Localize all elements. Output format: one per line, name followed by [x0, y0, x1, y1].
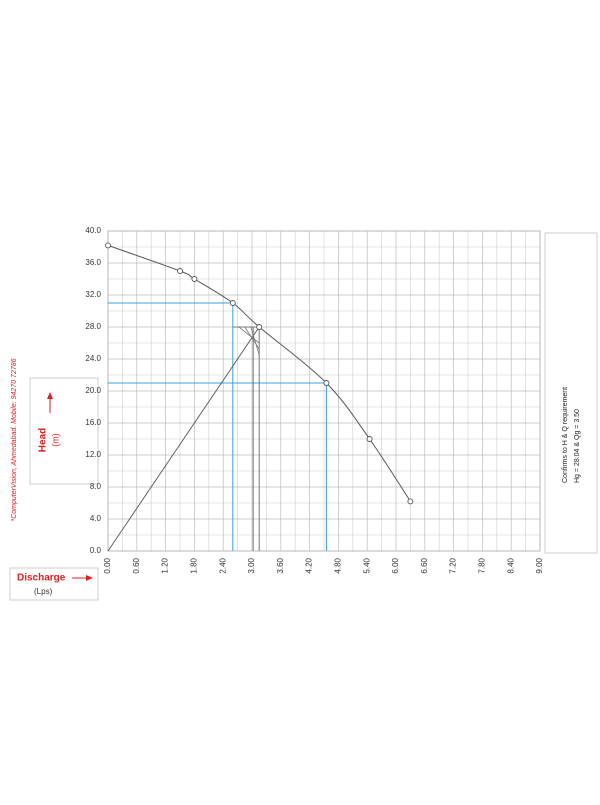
x-tick-label: 2.40: [218, 557, 227, 573]
y-tick-label: 16.0: [85, 418, 101, 427]
curve-point: [229, 300, 236, 306]
curve-point: [407, 498, 414, 505]
x-tick-label: 1.20: [161, 557, 170, 573]
curve-point: [191, 276, 198, 282]
y-tick-label: 20.0: [85, 386, 101, 395]
curve-point: [105, 242, 111, 249]
x-tick-label: 4.20: [305, 557, 314, 573]
x-tick-label: 7.80: [478, 557, 487, 573]
x-tick-label: 3.00: [247, 557, 256, 573]
x-tick-label: 7.20: [449, 557, 458, 573]
y-tick-label: 8.0: [90, 482, 102, 491]
y-tick-label: 36.0: [85, 258, 101, 267]
head-label-group: Head (m): [38, 428, 61, 452]
y-tick-label: 24.0: [85, 354, 101, 363]
y-tick-label: 4.0: [90, 514, 102, 523]
x-tick-label: 9.00: [535, 557, 544, 573]
annotation: *ComputerVision, Ahmedabad. Mobile: 9427…: [11, 358, 18, 521]
hatch: [238, 326, 260, 344]
discharge-box: [9, 567, 99, 601]
curve-point: [366, 436, 373, 442]
curve-point: [256, 324, 263, 330]
x-axis-label: Discharge: [17, 573, 66, 584]
discharge-arrow-head: [86, 575, 93, 581]
y-axis-label: Head: [38, 428, 49, 452]
x-tick-label: 8.40: [506, 557, 515, 573]
system-curve: [107, 326, 260, 552]
requirement-box: [544, 232, 598, 554]
requirement-text: Hg = 28.04 & Qg = 3.50: [574, 409, 581, 483]
y-tick-label: 0.0: [90, 546, 102, 555]
hatch: [250, 326, 260, 356]
curve-point: [177, 268, 183, 274]
x-tick-label: 6.00: [391, 557, 400, 573]
x-tick-label: 0.00: [103, 557, 112, 573]
y-axis-unit: (m): [50, 433, 60, 447]
x-tick-label: 1.80: [190, 557, 199, 573]
y-tick-label: 40.0: [85, 226, 101, 235]
x-tick-label: 6.60: [420, 557, 429, 573]
x-tick-label: 5.40: [362, 557, 371, 573]
head-box: [29, 377, 99, 485]
x-tick-label: 0.60: [132, 557, 141, 573]
x-axis-unit: (Lps): [34, 587, 53, 596]
x-tick-label: 4.80: [334, 557, 343, 573]
y-tick-label: 12.0: [85, 450, 101, 459]
y-tick-label: 32.0: [85, 290, 101, 299]
curve-point: [323, 380, 330, 386]
x-tick-label: 3.60: [276, 557, 285, 573]
head-arrow-head: [47, 392, 53, 399]
hatch: [244, 326, 260, 350]
requirement-text: Confirms to H & Q requirement: [562, 387, 569, 483]
y-tick-label: 28.0: [85, 322, 101, 331]
